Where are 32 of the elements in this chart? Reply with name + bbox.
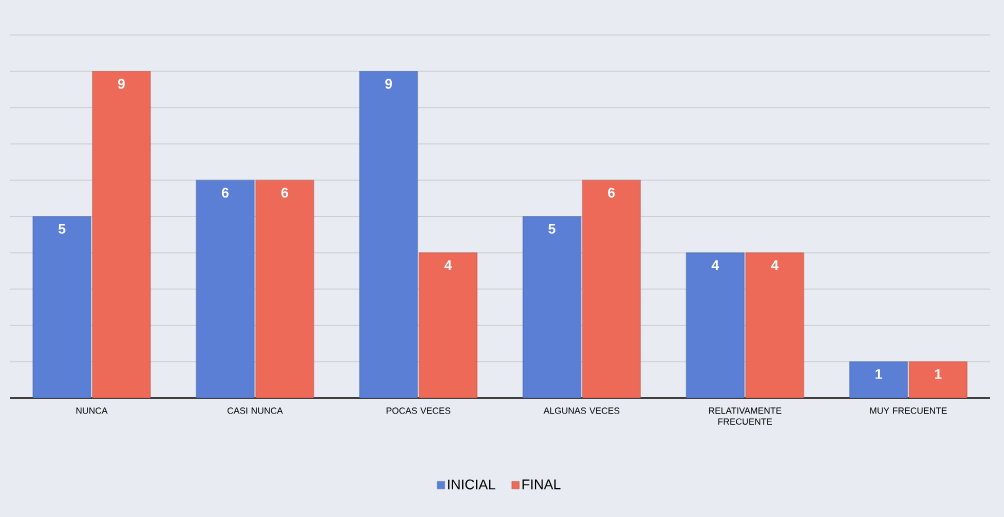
- x-tick-label: ALGUNAS VECES: [543, 407, 620, 414]
- bar: [32, 216, 92, 398]
- bar: [359, 71, 418, 398]
- x-tick-label: CASI NUNCA: [227, 407, 283, 414]
- x-tick-label: RELATIVAMENTE FRECUENTE: [709, 407, 782, 425]
- data-label: 6: [221, 187, 229, 198]
- data-label: 1: [875, 369, 883, 379]
- data-label: 9: [118, 78, 125, 89]
- x-tick-label: POCAS VECES: [386, 407, 451, 414]
- data-label: 4: [444, 260, 452, 270]
- x-tick-label: NUNCA: [76, 407, 108, 414]
- bar: [522, 216, 582, 398]
- bar: [582, 180, 641, 398]
- data-label: 4: [711, 260, 720, 270]
- bar: [418, 252, 478, 398]
- data-label: 9: [385, 78, 392, 89]
- data-label: 5: [548, 224, 556, 234]
- bar: [908, 361, 968, 398]
- legend-label: INICIAL: [448, 479, 496, 490]
- bar: [849, 361, 908, 398]
- bar: [196, 180, 255, 398]
- data-label: 4: [771, 260, 779, 270]
- legend-label: FINAL: [522, 479, 561, 490]
- data-label: 6: [281, 187, 289, 198]
- data-label: 5: [58, 224, 66, 234]
- x-tick-label: MUY FRECUENTE: [870, 407, 947, 414]
- bar: [92, 71, 151, 398]
- bar: [686, 252, 745, 398]
- data-label: 1: [935, 369, 942, 379]
- bar: [745, 252, 804, 398]
- bar: [255, 180, 314, 398]
- data-label: 6: [608, 187, 615, 198]
